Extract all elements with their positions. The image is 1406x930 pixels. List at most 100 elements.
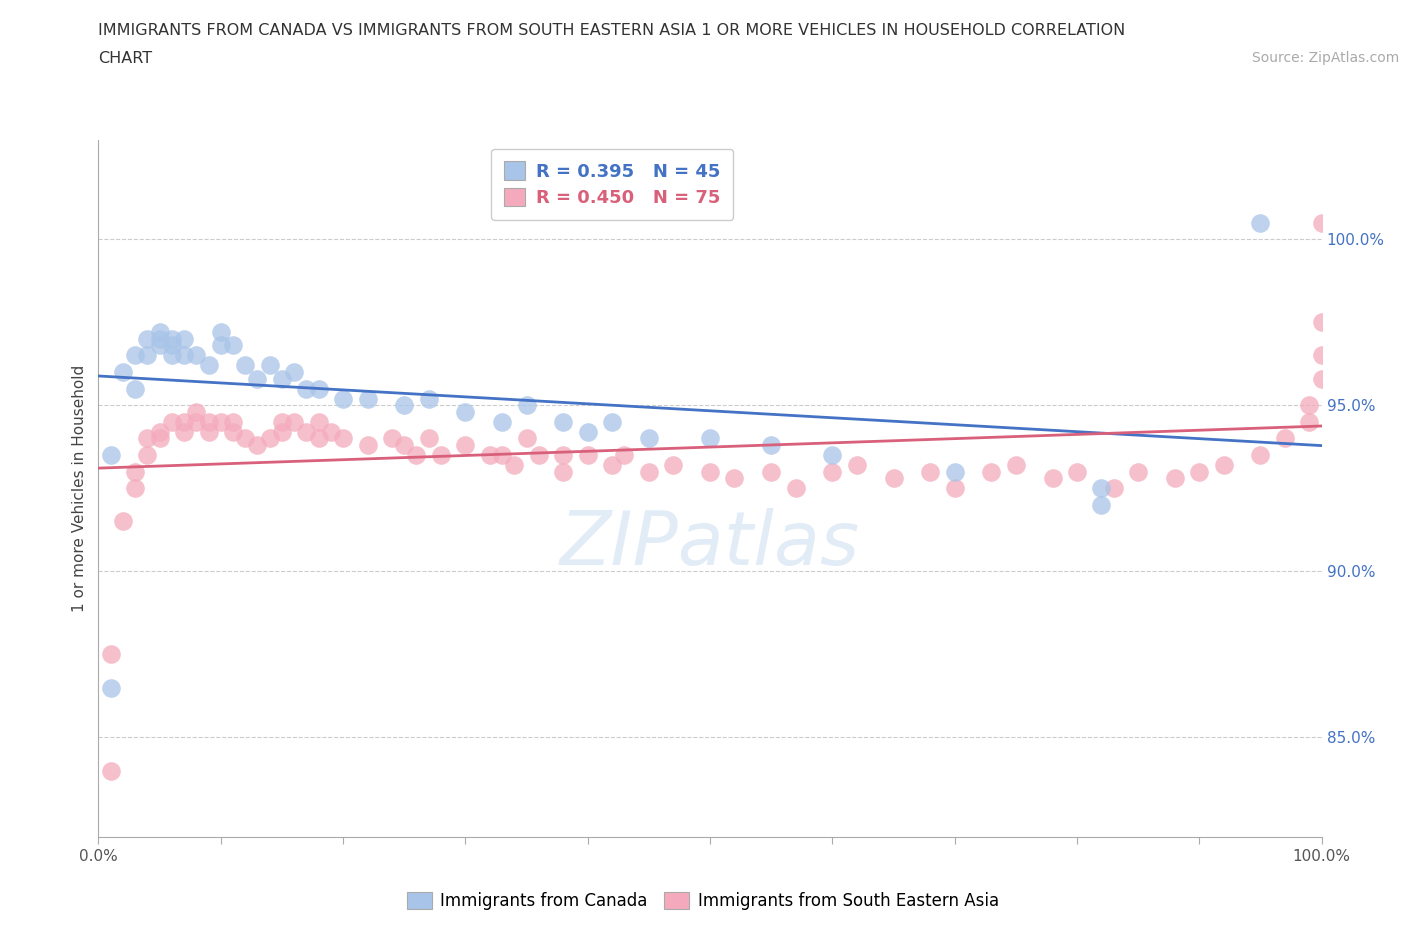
Point xyxy=(491,447,513,462)
Point xyxy=(1250,447,1272,462)
Point xyxy=(553,447,575,462)
Point xyxy=(1090,498,1112,512)
Point xyxy=(111,514,134,529)
Point xyxy=(392,438,416,453)
Point xyxy=(1310,215,1333,230)
Point xyxy=(197,424,219,439)
Point xyxy=(124,348,146,363)
Point xyxy=(308,381,330,396)
Point xyxy=(430,447,453,462)
Point xyxy=(637,464,661,479)
Point xyxy=(356,438,378,453)
Point xyxy=(100,680,122,695)
Point xyxy=(160,338,183,352)
Point xyxy=(295,424,318,439)
Point xyxy=(209,415,232,430)
Y-axis label: 1 or more Vehicles in Household: 1 or more Vehicles in Household xyxy=(72,365,87,612)
Legend: Immigrants from Canada, Immigrants from South Eastern Asia: Immigrants from Canada, Immigrants from … xyxy=(401,885,1005,917)
Point xyxy=(1188,464,1211,479)
Point xyxy=(308,431,330,445)
Point xyxy=(246,371,269,386)
Point xyxy=(699,431,721,445)
Point xyxy=(1310,314,1333,329)
Point xyxy=(1042,471,1064,485)
Point xyxy=(160,415,183,430)
Point xyxy=(553,464,575,479)
Point xyxy=(1102,481,1125,496)
Point xyxy=(392,398,416,413)
Point xyxy=(270,371,294,386)
Point xyxy=(1128,464,1150,479)
Point xyxy=(222,424,245,439)
Point xyxy=(160,331,183,346)
Point xyxy=(943,481,966,496)
Point xyxy=(821,464,844,479)
Point xyxy=(1298,398,1320,413)
Point xyxy=(600,458,623,472)
Point xyxy=(209,325,232,339)
Point xyxy=(637,431,661,445)
Text: IMMIGRANTS FROM CANADA VS IMMIGRANTS FROM SOUTH EASTERN ASIA 1 OR MORE VEHICLES : IMMIGRANTS FROM CANADA VS IMMIGRANTS FRO… xyxy=(98,23,1126,38)
Point xyxy=(576,447,599,462)
Point xyxy=(100,647,122,662)
Point xyxy=(1066,464,1088,479)
Point xyxy=(246,438,269,453)
Point xyxy=(478,447,501,462)
Point xyxy=(124,464,146,479)
Point xyxy=(100,447,122,462)
Point xyxy=(527,447,550,462)
Point xyxy=(173,331,195,346)
Point xyxy=(1310,348,1333,363)
Point xyxy=(149,431,172,445)
Point xyxy=(332,431,354,445)
Point xyxy=(845,458,868,472)
Point xyxy=(160,348,183,363)
Point xyxy=(283,415,305,430)
Point xyxy=(418,431,440,445)
Point xyxy=(283,365,305,379)
Point xyxy=(576,424,599,439)
Point xyxy=(186,415,208,430)
Point xyxy=(1090,481,1112,496)
Point xyxy=(173,424,195,439)
Point xyxy=(124,381,146,396)
Point xyxy=(1004,458,1026,472)
Text: CHART: CHART xyxy=(98,51,152,66)
Point xyxy=(136,331,159,346)
Point xyxy=(920,464,942,479)
Point xyxy=(454,438,477,453)
Point xyxy=(233,358,256,373)
Point xyxy=(186,348,208,363)
Text: ZIPatlas: ZIPatlas xyxy=(560,508,860,580)
Point xyxy=(723,471,745,485)
Legend: R = 0.395   N = 45, R = 0.450   N = 75: R = 0.395 N = 45, R = 0.450 N = 75 xyxy=(491,149,734,219)
Point xyxy=(149,325,172,339)
Point xyxy=(295,381,318,396)
Point xyxy=(883,471,905,485)
Point xyxy=(516,398,538,413)
Point xyxy=(149,424,172,439)
Point xyxy=(259,431,281,445)
Point xyxy=(270,424,294,439)
Point xyxy=(308,415,330,430)
Point xyxy=(381,431,404,445)
Point xyxy=(197,358,219,373)
Point xyxy=(821,447,844,462)
Point xyxy=(1274,431,1296,445)
Point xyxy=(149,338,172,352)
Point xyxy=(222,415,245,430)
Point xyxy=(553,415,575,430)
Point xyxy=(1164,471,1187,485)
Text: Source: ZipAtlas.com: Source: ZipAtlas.com xyxy=(1251,51,1399,65)
Point xyxy=(332,392,354,406)
Point xyxy=(233,431,256,445)
Point xyxy=(270,415,294,430)
Point xyxy=(319,424,342,439)
Point xyxy=(259,358,281,373)
Point xyxy=(1310,371,1333,386)
Point xyxy=(454,405,477,419)
Point xyxy=(600,415,623,430)
Point xyxy=(761,464,783,479)
Point xyxy=(516,431,538,445)
Point xyxy=(943,464,966,479)
